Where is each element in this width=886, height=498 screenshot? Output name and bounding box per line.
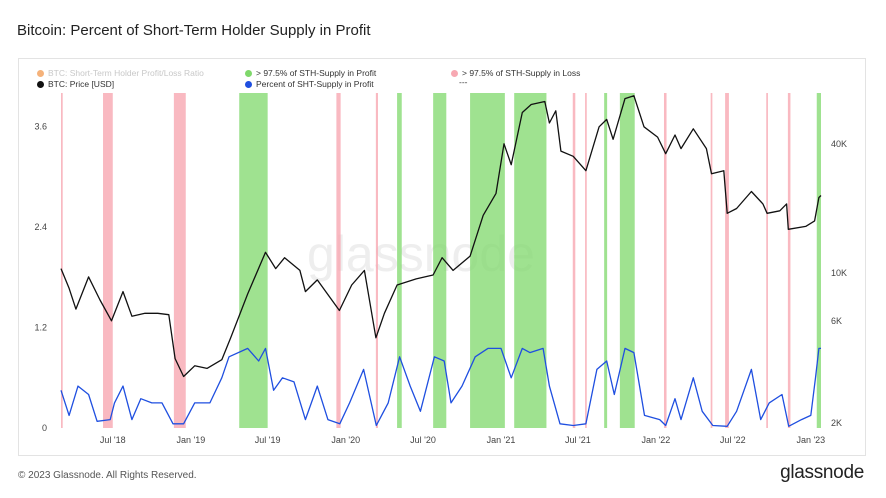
left-axis: 0 1.2 2.4 3.6 (34, 122, 47, 434)
left-tick-label: 3.6 (34, 122, 47, 132)
profit-bands (239, 93, 821, 428)
legend-item-sth-ratio[interactable]: BTC: Short-Term Holder Profit/Loss Ratio (37, 68, 204, 78)
profit-band (470, 93, 505, 428)
loss-band (61, 93, 63, 428)
profit-band (619, 93, 635, 428)
left-tick-label: 1.2 (34, 323, 47, 333)
page-title: Bitcoin: Percent of Short-Term Holder Su… (17, 22, 371, 39)
profit-band (604, 93, 608, 428)
loss-bands (61, 93, 791, 428)
legend-item-price[interactable]: BTC: Price [USD] (37, 79, 114, 89)
legend-item-sth-profit[interactable]: > 97.5% of STH-Supply in Profit (245, 68, 376, 78)
left-tick-label: 0 (42, 423, 47, 433)
loss-band (336, 93, 341, 428)
left-tick-label: 2.4 (34, 222, 47, 232)
profit-band (816, 93, 821, 428)
loss-band (710, 93, 713, 428)
brand-logo: glassnode (780, 462, 864, 483)
x-tick-label: Jan '23 (796, 435, 825, 445)
legend-label: > 97.5% of STH-Supply in Loss (462, 68, 581, 78)
legend-label: > 97.5% of STH-Supply in Profit (256, 68, 377, 78)
legend-label: --- (459, 77, 468, 87)
legend-item-sth-loss[interactable]: > 97.5% of STH-Supply in Loss (451, 68, 580, 78)
x-tick-label: Jul '21 (565, 435, 591, 445)
x-axis: Jul '18 Jan '19 Jul '19 Jan '20 Jul '20 Jan '… (100, 435, 825, 445)
loss-band (103, 93, 113, 428)
price-series-line (60, 95, 822, 378)
x-tick-label: Jul '18 (100, 435, 126, 445)
legend-swatch-icon (451, 70, 458, 77)
right-tick-label: 2K (831, 418, 842, 428)
profit-band (514, 93, 547, 428)
legend-label: BTC: Price [USD] (48, 79, 115, 89)
legend-swatch-icon (245, 81, 252, 88)
loss-band (766, 93, 768, 428)
right-axis: 2K 6K 10K 40K (831, 139, 847, 428)
chart-frame: glassnode 0 1.2 2.4 3.6 2K 6K 10K 40K Jul '18 J… (18, 58, 866, 456)
x-tick-label: Jan '22 (642, 435, 671, 445)
x-tick-label: Jan '19 (176, 435, 205, 445)
right-tick-label: 40K (831, 139, 847, 149)
right-tick-label: 6K (831, 316, 842, 326)
loss-band (725, 93, 729, 428)
x-tick-label: Jul '20 (410, 435, 436, 445)
x-tick-label: Jul '19 (255, 435, 281, 445)
legend-swatch-icon (37, 81, 44, 88)
profit-band (397, 93, 402, 428)
loss-band (585, 93, 587, 428)
legend-swatch-icon (37, 70, 44, 77)
profit-band (433, 93, 447, 428)
right-tick-label: 10K (831, 268, 847, 278)
loss-band (173, 93, 186, 428)
legend-swatch-icon (245, 70, 252, 77)
loss-band (663, 93, 667, 428)
x-tick-label: Jan '20 (331, 435, 360, 445)
legend-label: BTC: Short-Term Holder Profit/Loss Ratio (48, 68, 204, 78)
loss-band (375, 93, 378, 428)
footer-copyright: © 2023 Glassnode. All Rights Reserved. (18, 470, 197, 481)
percent-series-line (60, 347, 821, 427)
x-tick-label: Jan '21 (487, 435, 516, 445)
profit-band (239, 93, 268, 428)
loss-band (572, 93, 576, 428)
legend-item-percent[interactable]: Percent of SHT-Supply in Profit (245, 79, 374, 89)
loss-band (787, 93, 791, 428)
legend-item-placeholder[interactable]: --- (459, 77, 468, 87)
legend-label: Percent of SHT-Supply in Profit (256, 79, 374, 89)
x-tick-label: Jul '22 (720, 435, 746, 445)
